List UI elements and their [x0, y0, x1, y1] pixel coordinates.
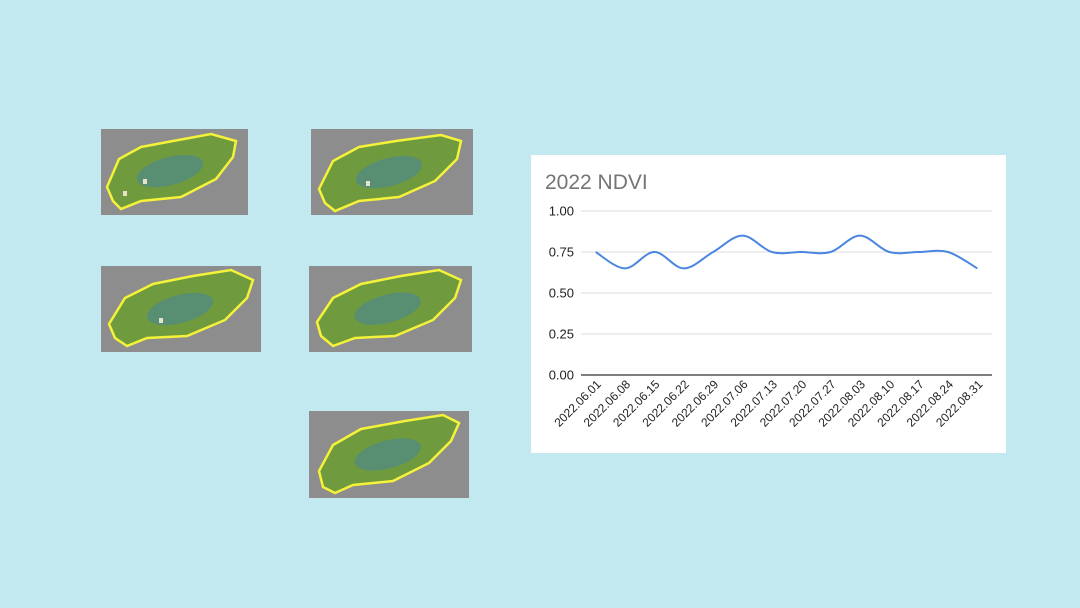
field-image-1: [105, 132, 238, 211]
field-thumbnail-5: [309, 411, 469, 498]
field-core: [354, 292, 421, 325]
y-tick-label: 0.50: [549, 286, 574, 301]
field-spot: [143, 179, 147, 184]
field-image-4: [315, 268, 463, 348]
field-thumbnail-1: [101, 129, 248, 215]
ndvi-chart: 2022 NDVI 0.000.250.500.751.00 2022.06.0…: [545, 171, 992, 430]
field-core: [354, 438, 421, 471]
field-spot: [159, 318, 163, 323]
ndvi-series-line: [595, 234, 978, 270]
field-thumbnail-3: [101, 266, 261, 352]
y-tick-label: 0.00: [549, 368, 574, 383]
field-image-2: [317, 133, 463, 213]
field-spot: [123, 191, 127, 196]
field-core: [355, 156, 422, 189]
y-tick-label: 0.25: [549, 327, 574, 342]
field-thumbnail-4: [309, 266, 472, 352]
field-thumbnail-2: [311, 129, 473, 215]
chart-title: 2022 NDVI: [545, 171, 648, 194]
field-image-5: [317, 413, 461, 495]
field-core: [146, 292, 214, 326]
y-tick-label: 1.00: [549, 204, 574, 219]
y-tick-label: 0.75: [549, 245, 574, 260]
ndvi-chart-card: 2022 NDVI 0.00 0.25 0.50 0.75 1.00 2022.06.0…: [531, 155, 1006, 453]
field-spot: [366, 181, 370, 186]
field-core: [136, 154, 204, 188]
field-image-3: [107, 268, 255, 348]
